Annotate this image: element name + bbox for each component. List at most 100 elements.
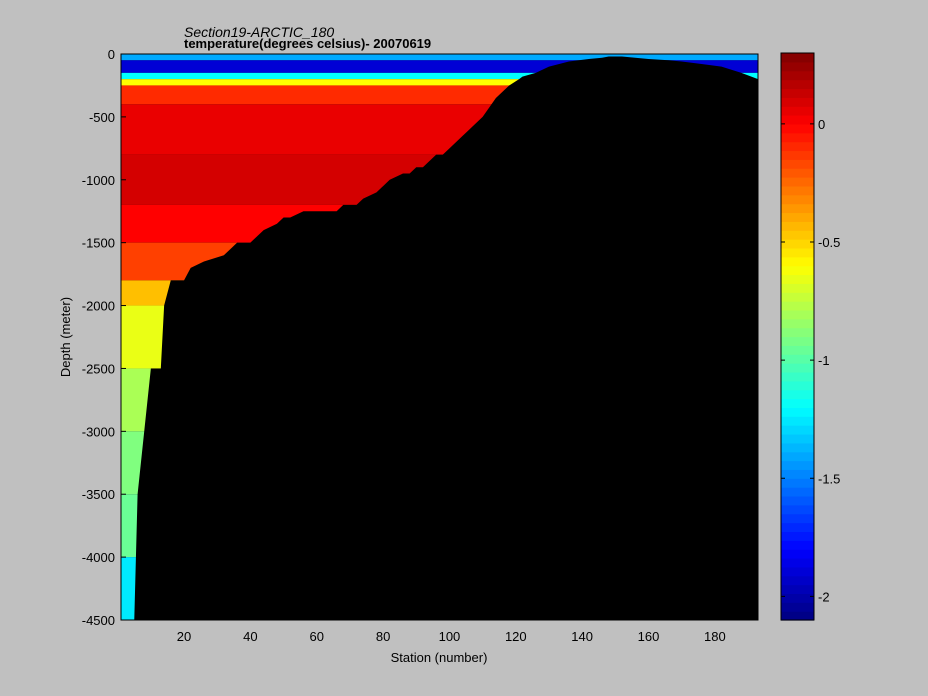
x-tick-label-60: 60: [310, 629, 324, 644]
colorbar-cell-17: [781, 460, 814, 470]
colorbar-tick-label: -0.5: [818, 235, 840, 250]
y-tick-label--1000: -1000: [82, 173, 115, 188]
colorbar-cell-53: [781, 141, 814, 152]
colorbar-cell-0: [781, 611, 814, 621]
colorbar-cell-15: [781, 478, 814, 488]
plot-frame: [120, 53, 759, 621]
colorbar-cell-10: [781, 522, 814, 533]
colorbar-cell-37: [781, 283, 814, 293]
colorbar-cell-33: [781, 318, 814, 329]
colorbar-cell-44: [781, 221, 814, 231]
x-axis: 20 40 60 80 100 120 140 160 180: [177, 615, 726, 644]
colorbar: 0 -0.5 -1 -1.5 -2: [780, 52, 840, 621]
colorbar-cell-11: [781, 513, 814, 524]
y-tick-label--4500: -4500: [82, 613, 115, 628]
colorbar-cell-25: [781, 389, 814, 400]
colorbar-cell-55: [781, 123, 814, 134]
y-axis-label: Depth (meter): [58, 297, 73, 377]
colorbar-cell-54: [781, 132, 814, 143]
colorbar-cell-63: [781, 53, 814, 63]
colorbar-cell-27: [781, 371, 814, 382]
colorbar-cell-42: [781, 239, 814, 249]
colorbar-cell-39: [781, 265, 814, 276]
colorbar-cell-28: [781, 363, 814, 373]
colorbar-cell-58: [781, 97, 814, 107]
x-tick-label-80: 80: [376, 629, 390, 644]
chart-title: Section19-ARCTIC_180: [184, 24, 334, 40]
y-tick-label--2500: -2500: [82, 361, 115, 376]
colorbar-cell-26: [781, 380, 814, 391]
colorbar-tick-label: -1: [818, 353, 830, 368]
colorbar-cell-51: [781, 159, 814, 169]
colorbar-cell-45: [781, 212, 814, 222]
colorbar-gradient: [781, 53, 814, 621]
colorbar-cell-7: [781, 549, 814, 559]
colorbar-cell-40: [781, 256, 814, 267]
colorbar-cell-59: [781, 88, 814, 98]
colorbar-cell-2: [781, 593, 814, 603]
colorbar-cell-18: [781, 451, 814, 462]
temperature-layer-2: [121, 72, 758, 80]
colorbar-cell-16: [781, 469, 814, 479]
colorbar-cell-47: [781, 194, 814, 205]
x-axis-label: Station (number): [391, 650, 488, 665]
colorbar-cell-9: [781, 531, 814, 541]
seafloor-mask: [121, 56, 758, 620]
colorbar-cell-36: [781, 292, 814, 302]
chart-subtitle: temperature(degrees celsius)- 20070619: [184, 36, 431, 51]
colorbar-cell-14: [781, 487, 814, 497]
colorbar-cell-30: [781, 345, 814, 355]
y-tick-label--1500: -1500: [82, 236, 115, 251]
colorbar-cell-61: [781, 70, 814, 81]
colorbar-cell-41: [781, 247, 814, 258]
colorbar-cell-29: [781, 354, 814, 364]
colorbar-cell-32: [781, 327, 814, 338]
colorbar-cell-34: [781, 309, 814, 320]
colorbar-cell-23: [781, 407, 814, 417]
temperature-layer-0: [121, 54, 758, 61]
colorbar-cell-50: [781, 168, 814, 178]
colorbar-cell-38: [781, 274, 814, 284]
y-axis: 0 -500 -1000 -1500 -2000 -2500 -3000 -3500 -4000…: [82, 47, 126, 628]
y-tick-label--2000: -2000: [82, 299, 115, 314]
colorbar-cell-56: [781, 115, 814, 125]
x-tick-label-40: 40: [243, 629, 257, 644]
colorbar-tick-label: 0: [818, 117, 825, 132]
colorbar-cell-20: [781, 433, 814, 444]
colorbar-cell-48: [781, 185, 814, 196]
colorbar-cell-60: [781, 79, 814, 90]
y-tick-label-0: 0: [108, 47, 115, 62]
colorbar-frame: [780, 52, 815, 621]
colorbar-ticks: 0 -0.5 -1 -1.5 -2: [781, 117, 840, 604]
colorbar-cell-8: [781, 540, 814, 550]
y-tick-label--3000: -3000: [82, 424, 115, 439]
colorbar-cell-1: [781, 602, 814, 612]
colorbar-cell-43: [781, 230, 814, 240]
colorbar-cell-31: [781, 336, 814, 346]
x-tick-label-160: 160: [638, 629, 660, 644]
colorbar-cell-13: [781, 495, 814, 506]
colorbar-tick-label: -2: [818, 589, 830, 604]
temperature-layer-3: [121, 79, 758, 86]
colorbar-cell-19: [781, 442, 814, 453]
colorbar-cell-57: [781, 106, 814, 116]
x-tick-label-180: 180: [704, 629, 726, 644]
colorbar-cell-46: [781, 203, 814, 214]
y-tick-label--3500: -3500: [82, 487, 115, 502]
x-tick-label-20: 20: [177, 629, 191, 644]
colorbar-cell-62: [781, 61, 814, 72]
colorbar-cell-24: [781, 398, 814, 408]
colorbar-cell-52: [781, 150, 814, 160]
colorbar-cell-4: [781, 575, 814, 586]
colorbar-cell-12: [781, 504, 814, 515]
y-tick-label--4000: -4000: [82, 550, 115, 565]
x-tick-label-100: 100: [439, 629, 461, 644]
x-tick-label-120: 120: [505, 629, 527, 644]
colorbar-cell-49: [781, 177, 814, 187]
colorbar-cell-6: [781, 557, 814, 568]
colorbar-cell-3: [781, 584, 814, 595]
colorbar-cell-22: [781, 416, 814, 426]
colorbar-cell-35: [781, 301, 814, 311]
colorbar-tick-label: -1.5: [818, 471, 840, 486]
